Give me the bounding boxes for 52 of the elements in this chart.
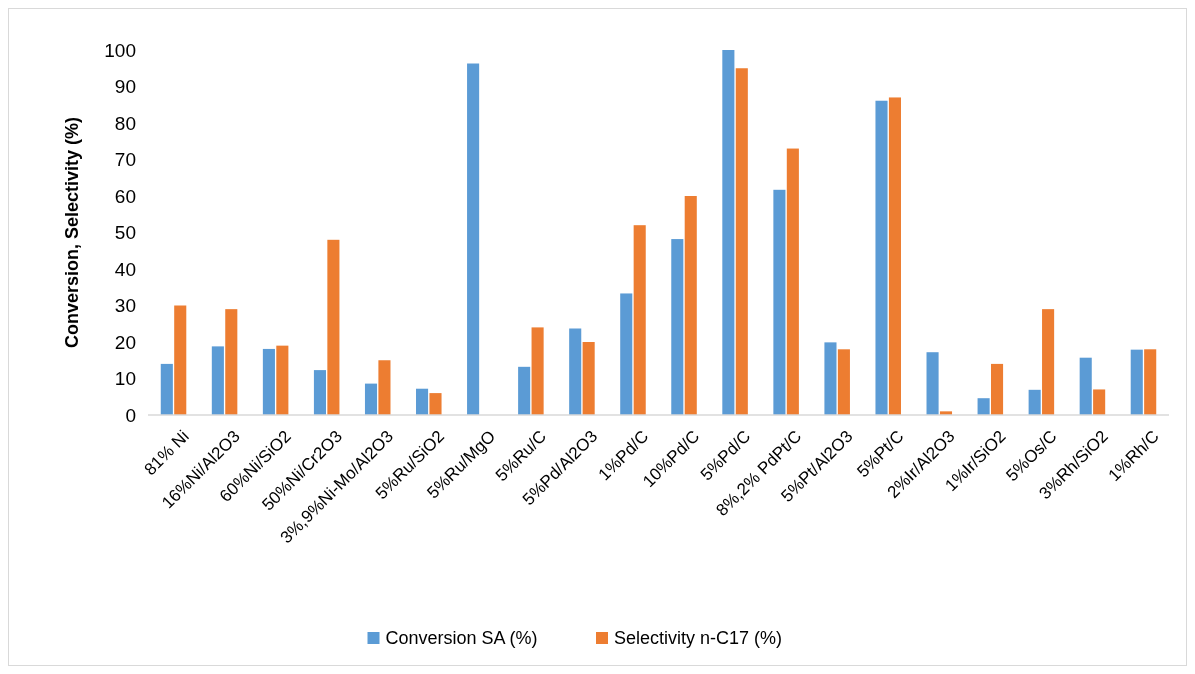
- bar: [569, 328, 582, 415]
- bar: [684, 196, 697, 415]
- y-tick-label: 80: [114, 112, 136, 134]
- bar: [773, 189, 786, 415]
- bar: [174, 305, 187, 415]
- bar: [786, 148, 799, 415]
- bar: [1130, 349, 1143, 415]
- legend-label: Conversion SA (%): [385, 628, 538, 649]
- bar: [1042, 309, 1055, 415]
- y-tick-label: 100: [104, 39, 136, 61]
- bar: [262, 348, 275, 415]
- bar: [225, 309, 238, 415]
- bar: [1079, 357, 1092, 415]
- bar: [276, 345, 289, 415]
- bar: [735, 68, 748, 415]
- bar: [837, 349, 850, 415]
- y-tick-label: 30: [114, 295, 136, 317]
- legend-label: Selectivity n-C17 (%): [614, 628, 783, 649]
- y-tick-label: 90: [114, 76, 136, 98]
- bar: [926, 352, 939, 415]
- bar: [620, 293, 633, 415]
- bar: [977, 398, 990, 415]
- bar: [633, 225, 646, 415]
- bar: [364, 383, 378, 415]
- bar: [531, 327, 544, 415]
- bar: [429, 393, 442, 415]
- bar: [1093, 389, 1106, 415]
- y-axis-title: Conversion, Selectivity (%): [62, 116, 82, 349]
- bar: [824, 342, 837, 415]
- bar: [1028, 389, 1041, 415]
- bar: [991, 363, 1004, 415]
- bar: [327, 239, 340, 415]
- bar: [518, 366, 531, 415]
- bar: [582, 342, 595, 415]
- bar: [378, 360, 391, 415]
- bar: [888, 97, 901, 415]
- bar: [160, 363, 173, 415]
- y-tick-label: 60: [114, 185, 136, 207]
- bar: [875, 100, 888, 415]
- y-tick-label: 10: [114, 368, 136, 390]
- bar: [671, 239, 684, 415]
- bar: [416, 388, 429, 415]
- y-tick-label: 0: [125, 404, 136, 426]
- bar: [467, 63, 480, 415]
- y-tick-label: 50: [114, 222, 136, 244]
- y-tick-label: 20: [114, 331, 136, 353]
- bar: [722, 50, 735, 415]
- y-tick-label: 70: [114, 149, 136, 171]
- bar: [211, 346, 224, 415]
- bar: [1144, 349, 1157, 415]
- bar: [313, 370, 326, 415]
- y-tick-label: 40: [114, 258, 136, 280]
